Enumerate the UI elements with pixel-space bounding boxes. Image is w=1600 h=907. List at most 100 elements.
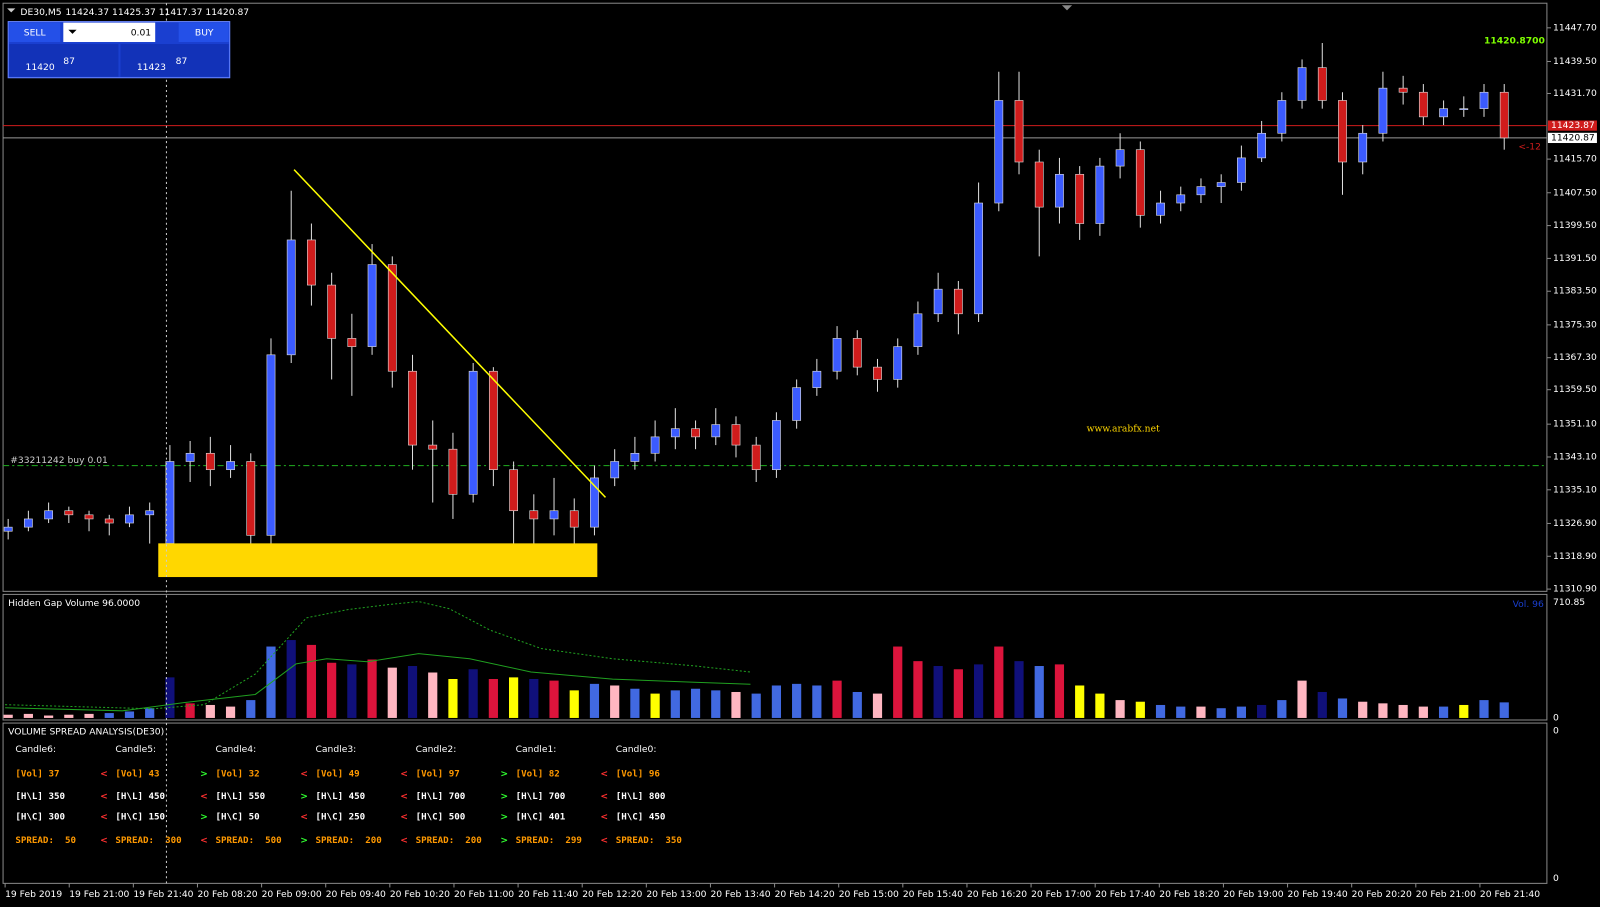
vsa-arrow: < bbox=[400, 791, 408, 802]
quote: 11424.37 11425.37 11417.37 11420.87 bbox=[65, 7, 249, 18]
volume-bar bbox=[610, 685, 620, 718]
vsa-hc: [H\C] 50 bbox=[215, 811, 259, 822]
lot-input[interactable] bbox=[63, 22, 156, 43]
candle-body bbox=[468, 370, 478, 495]
vsa-vol: [Vol] 43 bbox=[115, 769, 159, 780]
vsa-vol: [Vol] 96 bbox=[616, 769, 661, 780]
volume-bar bbox=[1257, 704, 1267, 718]
candle-body bbox=[1095, 165, 1105, 224]
vsa-spread: SPREAD: 299 bbox=[516, 835, 582, 846]
bid-big: 87 bbox=[63, 56, 75, 67]
menu-icon[interactable] bbox=[7, 8, 16, 13]
volume-bar bbox=[387, 667, 397, 718]
volume-bar bbox=[428, 672, 438, 718]
candle-body bbox=[104, 518, 114, 524]
volume-bar bbox=[225, 706, 236, 718]
vsa-hl: [H\L] 550 bbox=[215, 791, 265, 802]
time-label: 19 Feb 21:40 bbox=[133, 889, 193, 900]
volume-bar bbox=[23, 713, 33, 718]
volume-bar bbox=[1378, 703, 1388, 718]
buy-button[interactable] bbox=[178, 22, 229, 43]
vsa-arrow: < bbox=[600, 811, 608, 822]
volume-bar bbox=[933, 666, 943, 718]
candle-body bbox=[1176, 194, 1186, 204]
bid-box[interactable] bbox=[9, 44, 119, 77]
y-tick-label: 11407.50 bbox=[1553, 187, 1597, 198]
vsa-arrow: < bbox=[100, 811, 108, 822]
volume-bar bbox=[832, 680, 842, 718]
time-label: 20 Feb 21:00 bbox=[1416, 889, 1476, 900]
vsa-header: Candle3: bbox=[316, 744, 357, 755]
candle-body bbox=[994, 100, 1004, 204]
candle-body bbox=[84, 514, 94, 520]
volume-bar bbox=[1236, 706, 1246, 718]
time-label: 20 Feb 10:20 bbox=[390, 889, 450, 900]
lot-spinner[interactable] bbox=[68, 29, 77, 34]
candle-body bbox=[1277, 100, 1287, 134]
sell-label: SELL bbox=[24, 27, 47, 38]
candle-body bbox=[812, 370, 822, 388]
volume-bar bbox=[1176, 706, 1186, 718]
candle-body bbox=[307, 239, 316, 286]
vsa-title: VOLUME SPREAD ANALYSIS(DE30) bbox=[8, 727, 164, 738]
volume-bar bbox=[1499, 702, 1509, 718]
vsa-header: Candle4: bbox=[215, 744, 256, 755]
candle-body bbox=[145, 510, 155, 516]
vsa-header: Candle0: bbox=[616, 744, 657, 755]
candle-body bbox=[974, 202, 983, 315]
y-tick-label: 11335.10 bbox=[1553, 484, 1597, 495]
candle-body bbox=[569, 510, 579, 528]
volume-bar bbox=[1115, 700, 1125, 718]
volume-average bbox=[5, 653, 751, 712]
time-label: 20 Feb 15:00 bbox=[839, 889, 899, 900]
vsa-vol: [Vol] 49 bbox=[316, 769, 360, 780]
volume-bar bbox=[64, 714, 74, 718]
volume-bar bbox=[205, 704, 215, 718]
volume-bar bbox=[650, 693, 660, 718]
candle-body bbox=[64, 510, 74, 516]
time-label: 19 Feb 21:00 bbox=[69, 889, 129, 900]
vsa-arrow: > bbox=[300, 791, 308, 802]
time-label: 20 Feb 19:40 bbox=[1288, 889, 1348, 900]
candle-body bbox=[286, 239, 296, 356]
volume-bar bbox=[84, 713, 94, 718]
candle-body bbox=[1014, 100, 1024, 163]
volume-bar bbox=[1459, 704, 1469, 718]
vsa-arrow: < bbox=[100, 769, 108, 780]
candle-body bbox=[408, 370, 417, 446]
candle-body bbox=[1297, 67, 1307, 101]
candle-body bbox=[751, 444, 761, 471]
candle-body bbox=[549, 510, 559, 520]
candle-body bbox=[893, 346, 903, 380]
price-layer: 11447.70 11439.50 11431.70 11415.70 11407.50… bbox=[3, 22, 1597, 595]
volume-layer: 710.85 0 bbox=[3, 597, 1585, 723]
vsa-hl: [H\L] 450 bbox=[115, 791, 165, 802]
time-label: 20 Feb 15:40 bbox=[903, 889, 963, 900]
vsa-arrow: < bbox=[400, 811, 408, 822]
volume-bar bbox=[1479, 700, 1489, 718]
volume-bar bbox=[488, 678, 498, 718]
candle-body bbox=[1216, 182, 1226, 187]
vsa-vol: [Vol] 82 bbox=[516, 769, 560, 780]
candle-body bbox=[792, 387, 802, 421]
sell-button[interactable] bbox=[9, 22, 61, 43]
volume-bar bbox=[44, 715, 54, 718]
time-label: 20 Feb 17:00 bbox=[1031, 889, 1091, 900]
volume-bar bbox=[893, 646, 903, 718]
candle-body bbox=[691, 428, 700, 438]
candle-body bbox=[125, 514, 134, 524]
vsa-hl: [H\L] 350 bbox=[15, 791, 65, 802]
trend-line bbox=[293, 169, 607, 498]
candle-body bbox=[1459, 108, 1469, 110]
vsa-axis-top: 0 bbox=[1553, 726, 1559, 737]
time-label: 20 Feb 09:40 bbox=[326, 889, 386, 900]
ask-box[interactable] bbox=[120, 44, 229, 77]
volume-bar bbox=[1277, 700, 1287, 718]
candle-body bbox=[1358, 132, 1368, 163]
volume-bar bbox=[711, 690, 721, 718]
volume-bar bbox=[1216, 708, 1226, 718]
candle-body bbox=[44, 510, 53, 520]
vsa-spread: SPREAD: 350 bbox=[616, 835, 682, 846]
vsa-arrow: < bbox=[600, 769, 608, 780]
